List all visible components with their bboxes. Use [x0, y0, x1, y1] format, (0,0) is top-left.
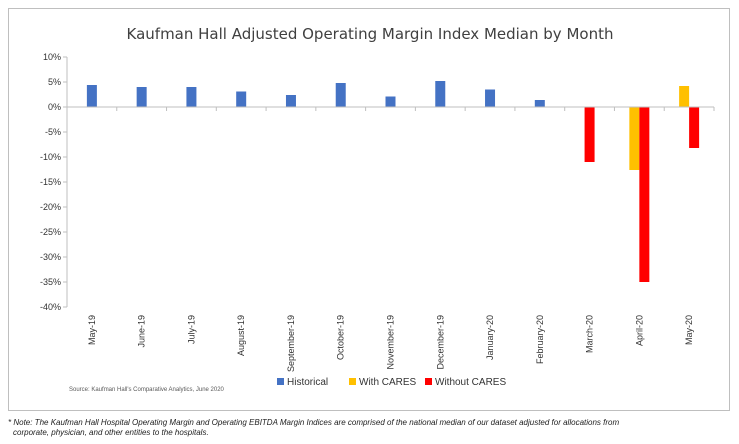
- x-tick-label: August-19: [236, 315, 246, 356]
- x-tick-label: November-19: [386, 315, 396, 370]
- footnote: * Note: The Kaufman Hall Hospital Operat…: [8, 418, 732, 438]
- bar-historical-february-20: [534, 100, 545, 107]
- y-tick-label: -25%: [40, 227, 61, 237]
- y-tick-label: -10%: [40, 152, 61, 162]
- bar-historical-may-19: [86, 85, 97, 107]
- chart-title: Kaufman Hall Adjusted Operating Margin I…: [127, 25, 614, 43]
- x-tick-label: June-19: [137, 315, 147, 348]
- footnote-line-1: * Note: The Kaufman Hall Hospital Operat…: [8, 418, 620, 427]
- bar-with-cares-april-20: [629, 107, 640, 170]
- x-tick-label: September-19: [286, 315, 296, 372]
- bar-with-cares-may-20: [679, 86, 690, 107]
- bar-historical-july-19: [186, 87, 197, 107]
- source-note: Source: Kaufman Hall's Comparative Analy…: [69, 387, 225, 393]
- bar-without-cares-may-20: [689, 107, 700, 148]
- y-tick-label: -20%: [40, 202, 61, 212]
- bar-historical-october-19: [335, 83, 346, 107]
- x-tick-label: February-20: [535, 315, 545, 364]
- y-axis: 10% 5% 0% -5% -10% -15% -20% -25% -30% -35% -40%: [40, 52, 68, 312]
- y-tick-label: -15%: [40, 177, 61, 187]
- legend: Historical With CARES Without CARES: [277, 377, 506, 388]
- bar-historical-august-19: [236, 91, 247, 107]
- y-tick-label: -30%: [40, 252, 61, 262]
- x-tick-label: October-19: [336, 315, 346, 360]
- x-tick-label: July-19: [186, 315, 196, 344]
- y-tick-label: -5%: [45, 127, 61, 137]
- x-tick-label: January-20: [485, 315, 495, 360]
- y-tick-label: -35%: [40, 277, 61, 287]
- y-tick-label: 5%: [48, 77, 61, 87]
- legend-label-without-cares: Without CARES: [435, 377, 506, 388]
- bar-historical-december-19: [435, 81, 446, 107]
- x-tick-label: December-19: [435, 315, 445, 370]
- bar-historical-june-19: [136, 87, 147, 107]
- footnote-line-2: corporate, physician, and other entities…: [13, 428, 209, 437]
- bar-historical-september-19: [285, 95, 296, 107]
- x-axis: May-19 June-19 July-19 August-19 September-1…: [66, 106, 715, 372]
- y-tick-label: 0%: [48, 102, 61, 112]
- legend-swatch-without-cares: [425, 378, 432, 385]
- legend-swatch-historical: [277, 378, 284, 385]
- y-tick-label: 10%: [43, 52, 61, 62]
- chart-frame: Kaufman Hall Adjusted Operating Margin I…: [8, 8, 730, 411]
- bar-historical-january-20: [485, 89, 496, 107]
- x-tick-label: April-20: [634, 315, 644, 346]
- x-tick-label: May-20: [684, 315, 694, 345]
- bar-historical-november-19: [385, 96, 396, 107]
- y-tick-label: -40%: [40, 302, 61, 312]
- bar-without-cares-march-20: [584, 107, 595, 162]
- bars: [86, 81, 700, 282]
- legend-swatch-with-cares: [349, 378, 356, 385]
- x-tick-label: May-19: [87, 315, 97, 345]
- bar-chart: Kaufman Hall Adjusted Operating Margin I…: [40, 25, 715, 393]
- legend-label-with-cares: With CARES: [359, 377, 417, 388]
- bar-without-cares-april-20: [639, 107, 650, 282]
- legend-label-historical: Historical: [287, 377, 328, 388]
- x-tick-label: March-20: [585, 315, 595, 353]
